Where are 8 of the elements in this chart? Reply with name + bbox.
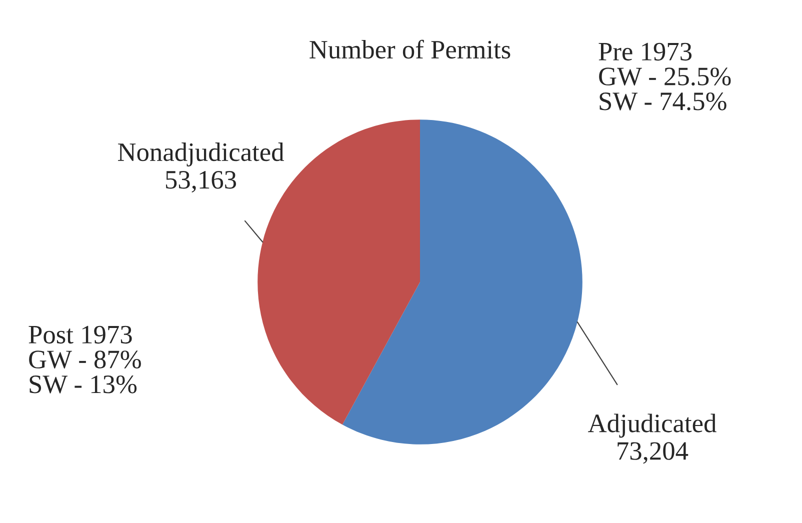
data-label: 53,163 [166,170,236,193]
text: Pre 1973 GW - 25.5% SW - 74.5% [598,42,731,110]
pie-slice [342,120,582,444]
slice-label: Adjudicated [588,414,716,438]
slice-label: Nonadjudicated [118,142,284,166]
data-label: 73,204 [618,442,688,464]
chart-title: Number of Permits [310,40,510,59]
text: Post 1973 GW - 87% SW - 13% [28,326,141,394]
